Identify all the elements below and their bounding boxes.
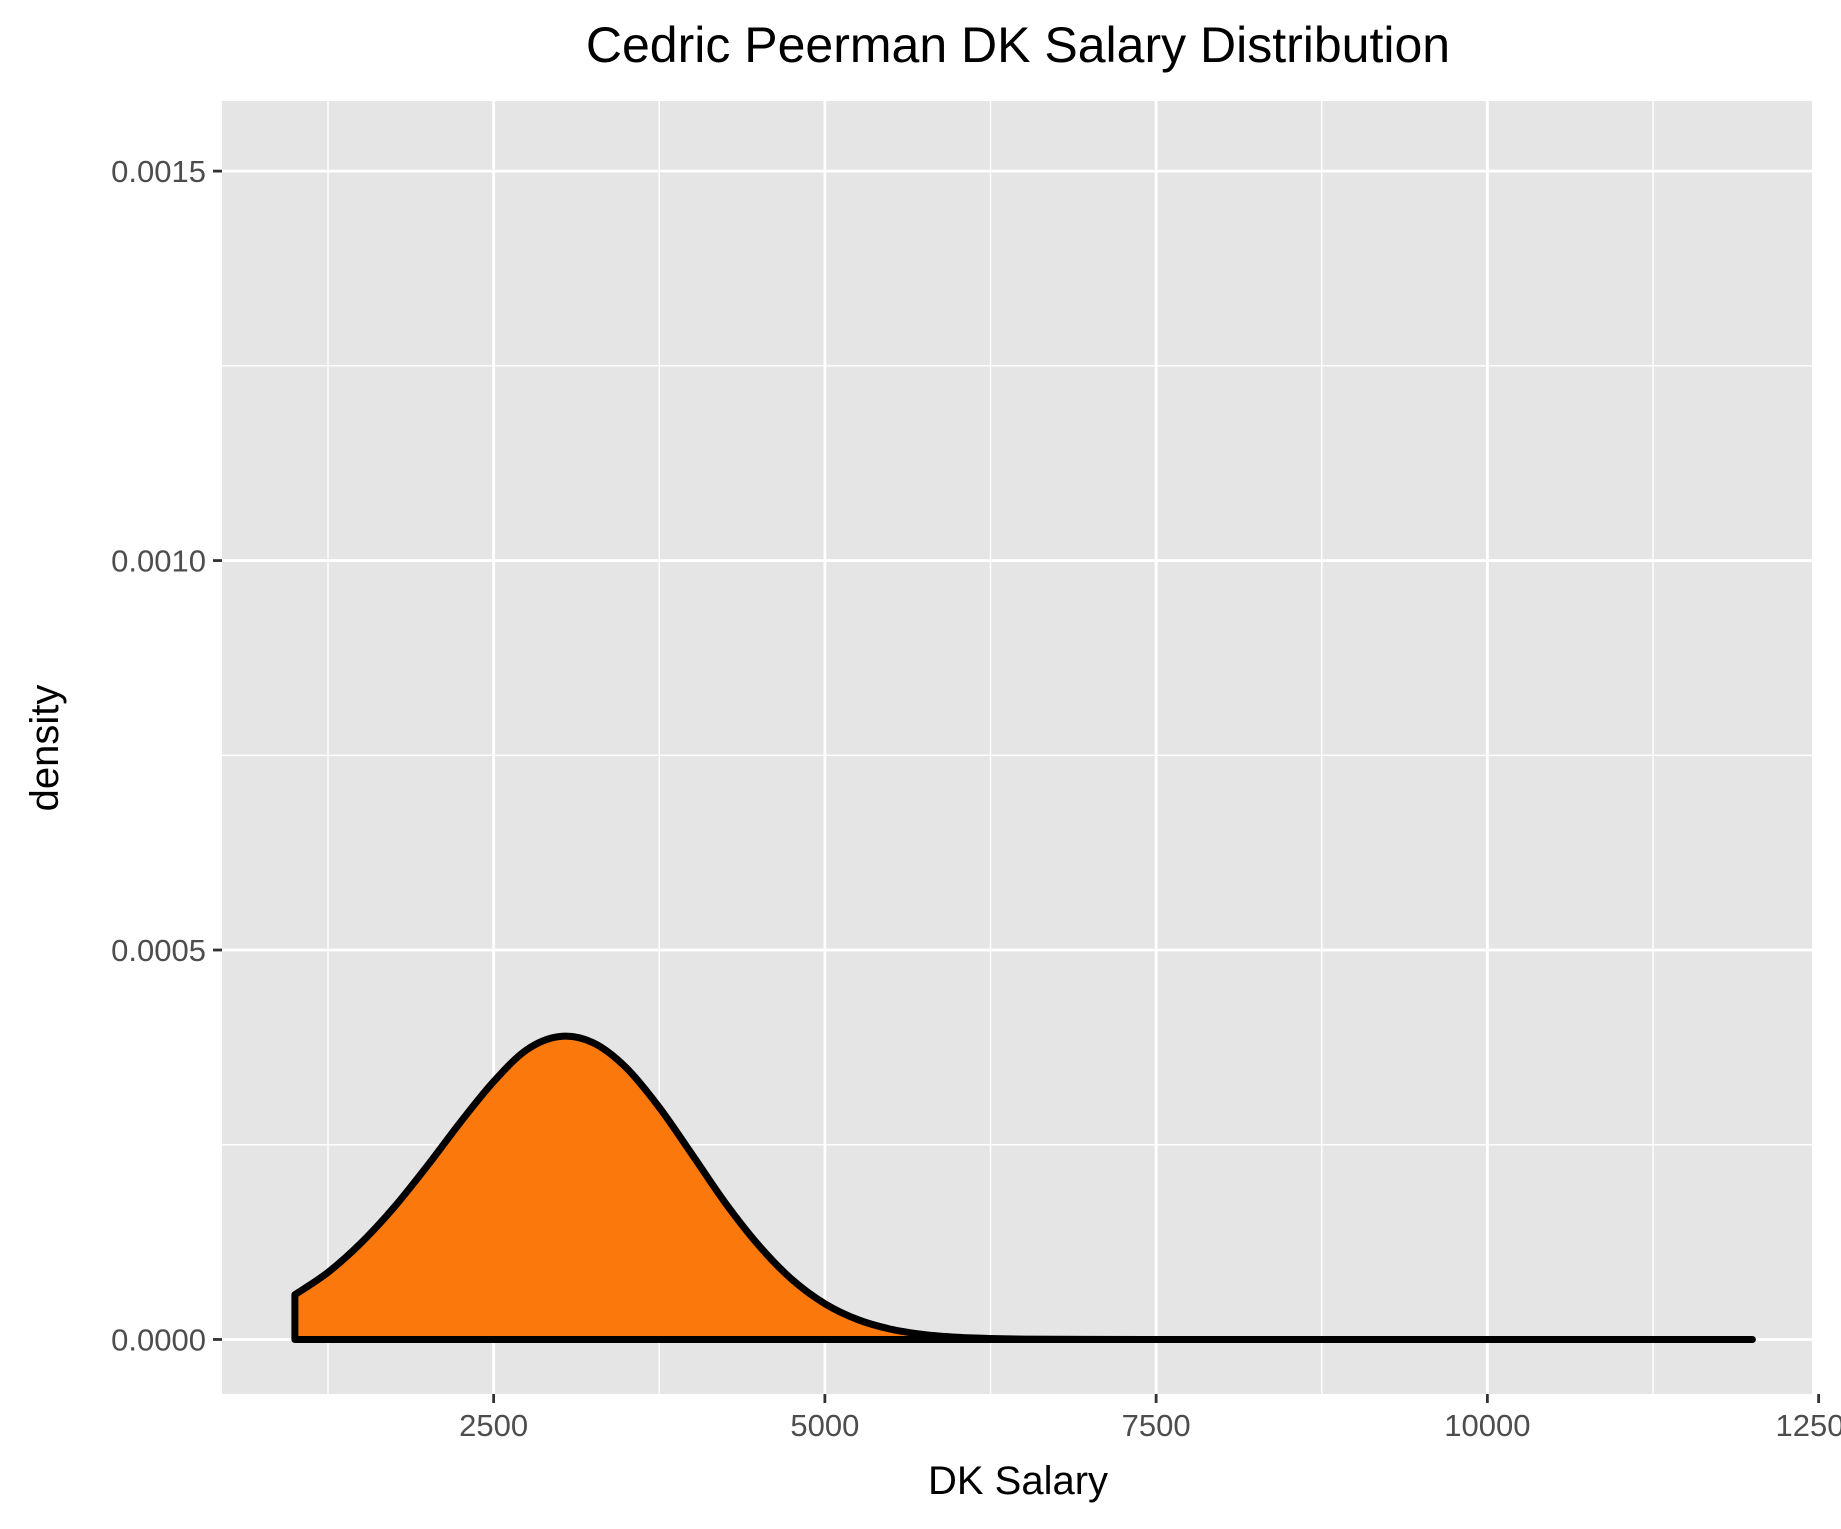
chart-title: Cedric Peerman DK Salary Distribution: [586, 17, 1450, 73]
y-tick-label: 0.0005: [111, 933, 206, 968]
x-axis: 2500 5000 7500 10000 12500: [459, 1394, 1841, 1443]
y-tick-label: 0.0000: [111, 1322, 206, 1357]
y-axis: 0.0000 0.0005 0.0010 0.0015: [111, 154, 222, 1357]
density-area: [291, 1032, 1756, 1343]
x-tick-label: 10000: [1444, 1408, 1530, 1443]
x-tick-label: 5000: [790, 1408, 859, 1443]
y-tick-label: 0.0010: [111, 544, 206, 579]
x-tick-label: 12500: [1776, 1408, 1841, 1443]
x-tick-label: 2500: [459, 1408, 528, 1443]
x-axis-title: DK Salary: [928, 1459, 1108, 1503]
y-axis-title: density: [23, 685, 67, 812]
x-tick-label: 7500: [1122, 1408, 1191, 1443]
minor-gridlines: [222, 101, 1812, 1394]
y-tick-label: 0.0015: [111, 154, 206, 189]
